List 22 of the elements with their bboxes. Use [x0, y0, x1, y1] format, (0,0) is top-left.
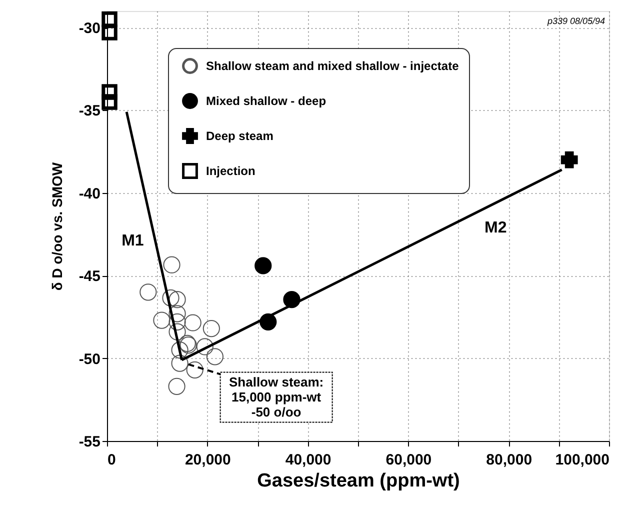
x-tick-label: 60,000 [386, 452, 432, 468]
annotation: p339 08/05/94 [546, 16, 605, 26]
legend-label: Shallow steam and mixed shallow - injectate [206, 59, 460, 73]
legend-label: Mixed shallow - deep [206, 94, 326, 108]
x-tick-label: 20,000 [184, 452, 231, 468]
legend-label: Injection [206, 164, 256, 178]
y-tick-label: -35 [78, 102, 100, 120]
x-tick-label: 100,000 [555, 452, 610, 468]
y-axis-title: δ D o/oo vs. SMOW [48, 162, 65, 291]
legend-label: Deep steam [206, 129, 274, 143]
annotation: Shallow steam: 15,000 ppm-wt -50 o/oo [228, 374, 324, 420]
series-label: M1 [122, 232, 144, 250]
series-label: M2 [484, 219, 507, 236]
x-tick-label: 80,000 [486, 452, 532, 468]
x-tick-label: 0 [108, 452, 116, 468]
y-tick-label: -50 [78, 350, 100, 368]
y-tick-label: -30 [78, 20, 100, 38]
y-tick-label: -40 [78, 185, 100, 202]
y-tick-label: -55 [78, 434, 100, 450]
x-tick-label: 40,000 [285, 452, 332, 468]
x-axis-title: Gases/steam (ppm-wt) [257, 470, 460, 492]
y-tick-label: -45 [78, 268, 100, 286]
